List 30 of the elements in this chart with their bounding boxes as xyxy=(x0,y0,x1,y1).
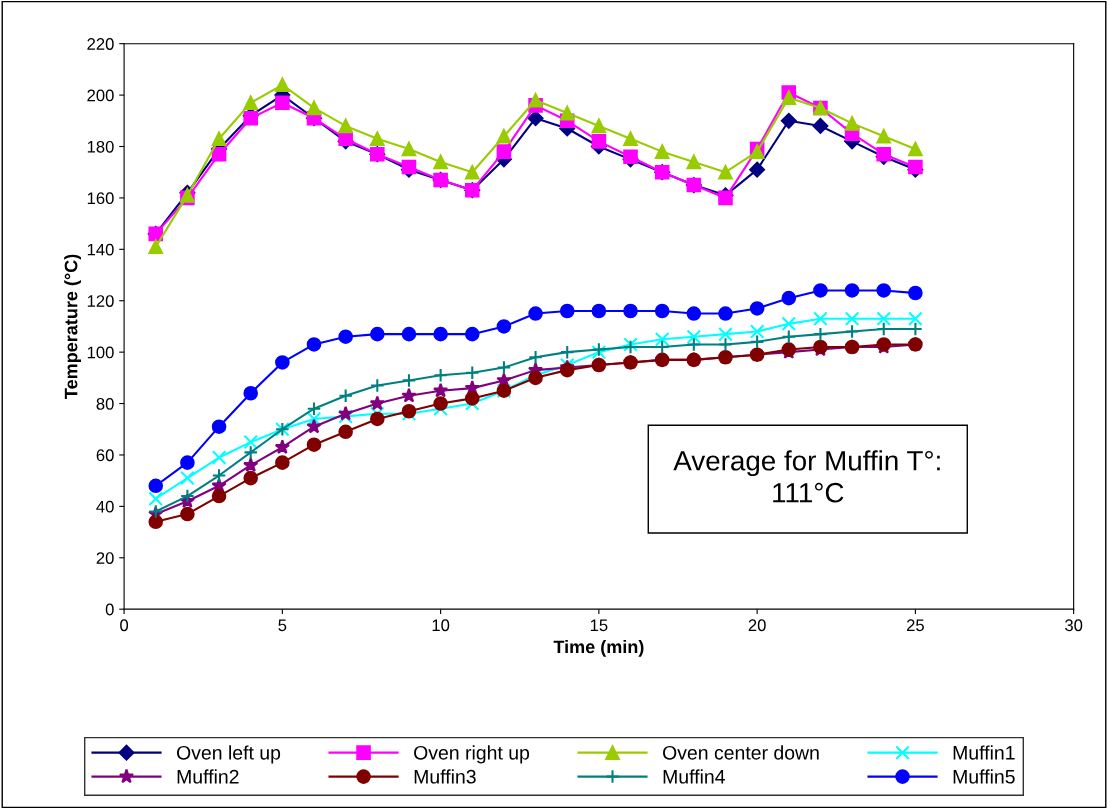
y-tick-label: 220 xyxy=(87,38,114,50)
y-tick-label: 60 xyxy=(96,449,114,462)
legend-label: Muffin1 xyxy=(953,745,1015,760)
x-tick-label: 20 xyxy=(748,619,766,632)
x-tick-label: 25 xyxy=(906,619,924,632)
legend-label: Muffin2 xyxy=(177,769,239,784)
y-tick-label: 20 xyxy=(96,552,114,564)
legend-label: Muffin3 xyxy=(414,769,476,784)
x-tick-label: 10 xyxy=(432,619,450,632)
legend-label: Muffin5 xyxy=(953,769,1015,784)
y-tick-label: 100 xyxy=(87,346,114,359)
legend-label: Muffin4 xyxy=(663,769,725,784)
x-tick-label: 0 xyxy=(120,619,129,632)
y-tick-label: 160 xyxy=(87,192,114,205)
y-tick-label: 180 xyxy=(87,140,114,153)
legend-label: Oven right up xyxy=(414,745,530,764)
y-tick-label: 140 xyxy=(87,243,114,256)
x-axis-title: Time (min) xyxy=(553,639,644,657)
y-tick-label: 0 xyxy=(105,603,114,616)
y-tick-label: 80 xyxy=(96,397,114,410)
x-tick-label: 30 xyxy=(1065,619,1083,632)
y-axis-title: Temperature (°C) xyxy=(64,254,82,399)
y-tick-label: 120 xyxy=(87,295,114,307)
x-tick-label: 15 xyxy=(590,619,608,632)
x-tick-label: 5 xyxy=(278,619,287,632)
legend-label: Oven left up xyxy=(177,745,281,764)
annotation: Average for Muffin T°: 111°C xyxy=(673,450,940,503)
legend-label: Oven center down xyxy=(663,745,819,760)
y-tick-label: 40 xyxy=(96,500,114,513)
y-tick-label: 200 xyxy=(87,89,114,102)
